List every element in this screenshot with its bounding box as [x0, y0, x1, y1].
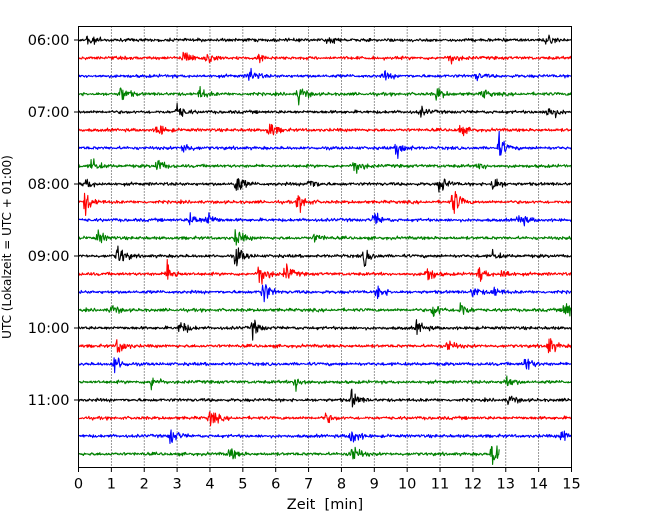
trace-line [78, 375, 572, 392]
trace-line [78, 338, 573, 354]
x-tick-label: 14 [529, 477, 547, 493]
trace-line [77, 190, 572, 217]
x-tick-label: 11 [431, 477, 449, 493]
x-tick-label: 5 [238, 477, 247, 493]
plot-frame [78, 26, 572, 468]
trace-line [78, 212, 573, 227]
x-tick-label: 3 [172, 477, 181, 493]
trace-line [77, 229, 572, 246]
trace-line [78, 130, 572, 159]
trace-line [78, 102, 572, 119]
trace-line [78, 86, 572, 106]
y-tick-label: 06:00 [28, 33, 70, 49]
y-tick-label: 11:00 [28, 393, 70, 409]
trace-line [77, 388, 572, 408]
y-tick-label: 10:00 [28, 321, 70, 337]
trace-line [77, 319, 573, 341]
y-axis-label: UTC (Lokalzeit = UTC + 01:00) [0, 155, 14, 339]
trace-line [77, 284, 572, 303]
y-tick-label: 08:00 [28, 177, 70, 193]
x-tick-label: 7 [304, 477, 313, 493]
x-tick-label: 13 [497, 477, 515, 493]
trace-line [78, 178, 572, 193]
x-tick-label: 15 [562, 477, 580, 493]
trace-line [78, 429, 573, 444]
x-tick-label: 8 [337, 477, 346, 493]
x-tick-label: 1 [107, 477, 116, 493]
trace-line [78, 445, 500, 465]
x-tick-label: 4 [205, 477, 214, 493]
trace-line [78, 302, 573, 317]
trace-line [78, 51, 573, 65]
x-axis-label: Zeit [min] [287, 497, 363, 513]
x-tick-label: 0 [74, 477, 83, 493]
trace-line [78, 67, 572, 82]
trace-line [78, 411, 572, 427]
trace-series [77, 34, 573, 465]
trace-line [78, 259, 572, 285]
x-tick-label: 2 [140, 477, 149, 493]
trace-line [78, 245, 572, 267]
x-tick-label: 6 [271, 477, 280, 493]
x-tick-label: 12 [464, 477, 482, 493]
x-tick-label: 9 [370, 477, 379, 493]
trace-line [78, 123, 573, 137]
x-tick-label: 10 [398, 477, 416, 493]
y-axis-ticks: 06:00 07:00 08:00 09:00 10:00 11:00 [28, 33, 79, 409]
trace-line [77, 158, 573, 174]
y-tick-label: 07:00 [28, 105, 70, 121]
x-axis-ticks: 0 1 2 3 4 5 6 7 8 9 10 11 12 13 14 15 [74, 467, 581, 493]
y-tick-label: 09:00 [28, 249, 70, 265]
trace-line [78, 34, 572, 45]
trace-line [78, 357, 572, 374]
